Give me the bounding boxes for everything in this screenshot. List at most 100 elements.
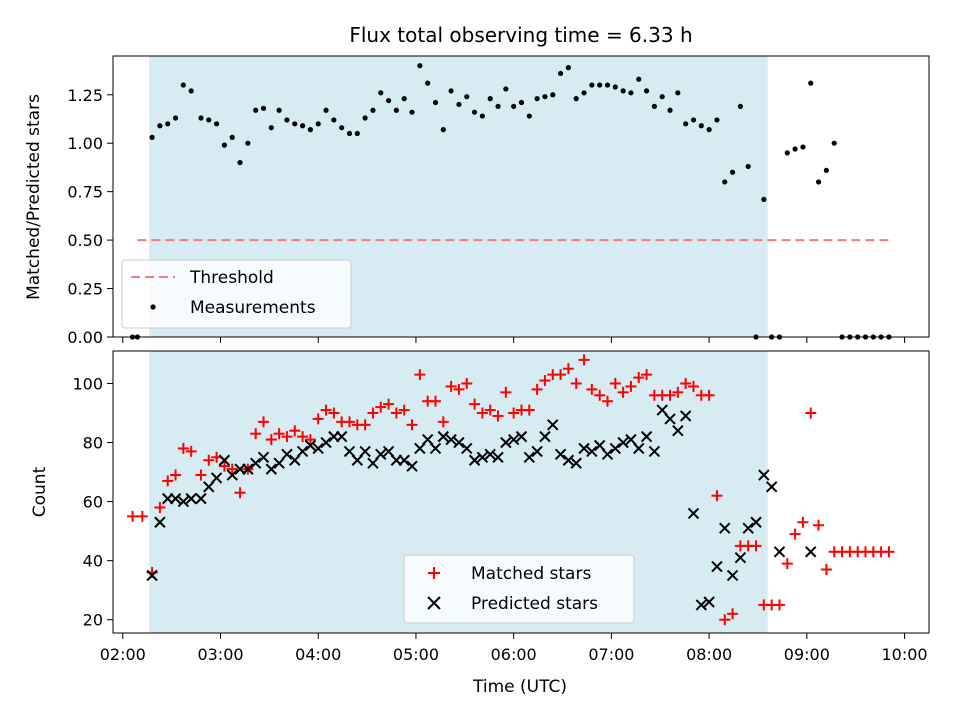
predicted-star-point bbox=[711, 560, 723, 573]
predicted-stars-legend-marker bbox=[427, 596, 441, 610]
predicted-star-point bbox=[601, 448, 614, 461]
predicted-star-point bbox=[169, 492, 182, 505]
matched-star-point bbox=[523, 404, 535, 416]
measurement-point bbox=[362, 115, 368, 121]
matched-star-point bbox=[226, 463, 238, 475]
measurement-point bbox=[495, 103, 501, 109]
top-y-tick-label: 0.00 bbox=[67, 328, 103, 347]
predicted-star-point bbox=[304, 439, 317, 452]
bottom-x-tick-label: 07:00 bbox=[588, 645, 634, 664]
predicted-star-point bbox=[617, 436, 629, 449]
top-y-tick-label: 0.75 bbox=[67, 183, 103, 202]
measurement-point bbox=[714, 117, 720, 123]
measurement-point bbox=[188, 88, 194, 94]
measurement-point bbox=[432, 99, 439, 106]
measurement-point bbox=[604, 82, 611, 88]
bottom-x-axis-label: Time (UTC) bbox=[472, 677, 567, 697]
measurement-point bbox=[315, 121, 321, 127]
matched-star-point bbox=[609, 377, 621, 389]
measurement-point bbox=[737, 103, 743, 109]
bottom-x-tick-label: 04:00 bbox=[295, 645, 341, 664]
measurement-point bbox=[659, 94, 665, 100]
matched-star-point bbox=[445, 380, 457, 392]
measurement-point bbox=[323, 107, 329, 113]
top-y-tick-label: 1.25 bbox=[67, 86, 103, 105]
matched-star-point bbox=[320, 404, 332, 416]
predicted-star-point bbox=[226, 469, 238, 481]
measurement-point bbox=[823, 167, 829, 173]
predicted-star-point bbox=[672, 425, 684, 437]
measurement-point bbox=[557, 70, 564, 77]
predicted-star-point bbox=[320, 436, 332, 449]
matched-star-point bbox=[281, 431, 293, 443]
matched-star-point bbox=[414, 369, 426, 381]
predicted-star-point bbox=[289, 454, 301, 466]
measurement-point bbox=[589, 82, 595, 88]
measurement-point bbox=[284, 117, 290, 123]
predicted-star-point bbox=[586, 445, 598, 458]
predicted-star-point bbox=[773, 546, 786, 558]
measurement-point bbox=[550, 92, 556, 98]
measurement-point bbox=[339, 125, 345, 131]
matched-star-point bbox=[367, 407, 379, 419]
predicted-star-point bbox=[656, 404, 668, 416]
predicted-star-point bbox=[484, 448, 496, 461]
bottom-y-tick-label: 40 bbox=[83, 552, 103, 571]
matched-star-point bbox=[492, 410, 504, 422]
bottom-x-tick-label: 10:00 bbox=[882, 645, 928, 664]
predicted-star-point bbox=[468, 454, 481, 466]
bottom-panel: 20 40 60 80 100 02:00 03:00 04:00 05:00 06:00 07:… bbox=[30, 350, 930, 697]
matched-star-point bbox=[297, 431, 309, 443]
top-panel: 0.00 0.25 0.50 0.75 1.00 1.25 Flux total obse… bbox=[24, 23, 930, 347]
predicted-star-point bbox=[177, 495, 190, 508]
measurement-point bbox=[636, 76, 642, 82]
bottom-y-axis-label: Count bbox=[30, 466, 50, 517]
predicted-star-point bbox=[742, 522, 754, 534]
matched-star-point bbox=[531, 383, 543, 395]
measurement-point bbox=[448, 88, 454, 94]
predicted-star-point bbox=[578, 442, 590, 455]
measurement-point bbox=[808, 80, 814, 86]
measurement-point bbox=[253, 107, 259, 113]
measurement-point bbox=[213, 121, 220, 127]
matched-star-point bbox=[429, 395, 441, 407]
measurement-point bbox=[542, 94, 548, 100]
matched-star-point bbox=[719, 614, 731, 626]
measurements-legend-label: Measurements bbox=[190, 298, 316, 318]
predicted-star-point bbox=[461, 442, 473, 455]
bottom-legend-box bbox=[403, 554, 635, 624]
predicted-star-point bbox=[687, 507, 700, 520]
matched-star-point bbox=[375, 401, 387, 413]
predicted-star-point bbox=[758, 469, 770, 481]
top-plot-frame bbox=[112, 55, 930, 338]
predicted-star-point bbox=[476, 451, 489, 464]
predicted-star-point bbox=[734, 551, 747, 564]
matched-star-point bbox=[154, 502, 166, 514]
matched-star-point bbox=[727, 608, 739, 620]
matched-star-point bbox=[136, 510, 148, 522]
measurement-point bbox=[526, 113, 532, 119]
measurement-point bbox=[745, 163, 751, 170]
matched-star-point bbox=[162, 475, 174, 487]
matched-star-point bbox=[127, 510, 139, 522]
predicted-star-point bbox=[539, 430, 551, 443]
predicted-star-point bbox=[593, 439, 606, 452]
measurement-point bbox=[565, 65, 571, 71]
predicted-star-point bbox=[218, 454, 231, 466]
predicted-star-point bbox=[507, 433, 520, 446]
measurement-point bbox=[729, 169, 736, 175]
matched-star-point bbox=[773, 599, 785, 611]
predicted-star-point bbox=[515, 430, 528, 443]
predicted-star-point bbox=[750, 516, 762, 528]
predicted-star-point bbox=[414, 442, 426, 455]
top-legend: Threshold Measurements bbox=[121, 259, 352, 329]
top-y-axis: 0.00 0.25 0.50 0.75 1.00 1.25 bbox=[67, 86, 113, 347]
measurement-point bbox=[346, 130, 353, 137]
predicted-star-point bbox=[664, 413, 676, 425]
measurement-point bbox=[479, 113, 485, 119]
measurement-point bbox=[245, 140, 251, 146]
predicted-star-point bbox=[398, 454, 410, 466]
measurement-point bbox=[503, 86, 509, 92]
measurement-point bbox=[331, 117, 337, 123]
matched-star-point bbox=[625, 380, 637, 392]
